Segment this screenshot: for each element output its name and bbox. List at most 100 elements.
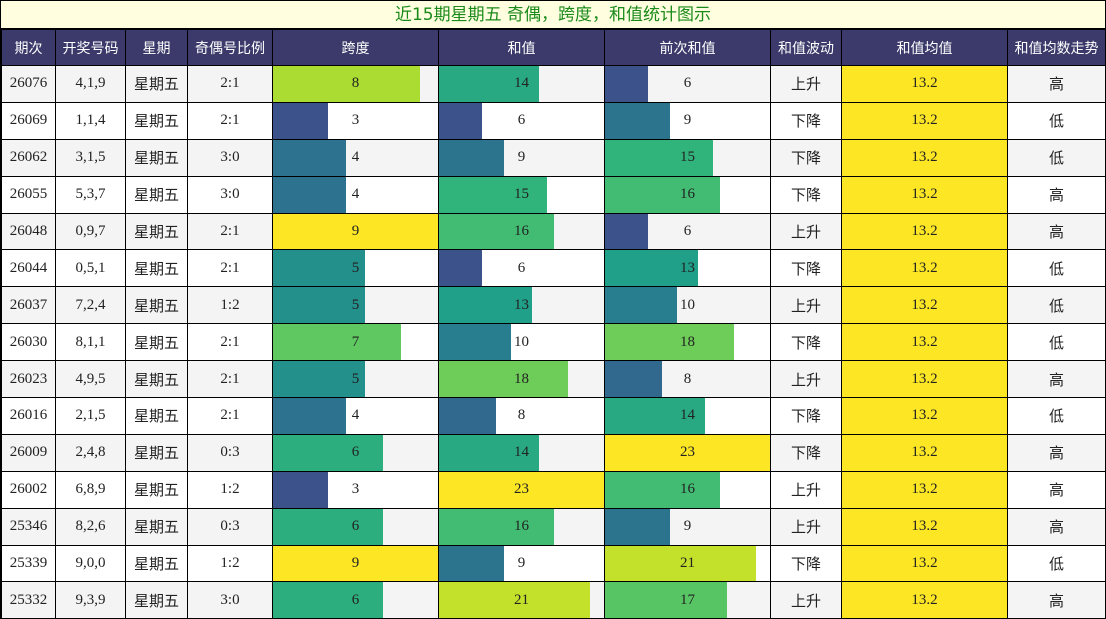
cell-prev-sum: 10	[604, 286, 771, 325]
cell-avg: 13.2	[841, 544, 1008, 583]
cell-ratio: 3:0	[187, 175, 273, 214]
bar-value: 3	[351, 481, 360, 498]
cell-numbers: 5,3,7	[55, 175, 126, 214]
bar-value: 21	[680, 555, 695, 572]
cell-prev-sum: 14	[604, 397, 771, 435]
cell-avg: 13.2	[841, 175, 1008, 214]
bar-value: 6	[517, 112, 526, 129]
cell-issue: 26030	[1, 323, 56, 362]
cell-wave: 下降	[770, 249, 842, 288]
cell-span: 3	[272, 470, 439, 509]
cell-numbers: 3,1,5	[55, 138, 126, 177]
bar-value: 14	[680, 407, 695, 424]
data-bar	[605, 361, 663, 398]
data-bar	[439, 361, 569, 398]
cell-sum: 14	[438, 433, 605, 472]
cell-issue: 26002	[1, 470, 56, 509]
data-bar	[439, 139, 504, 176]
cell-prev-sum: 23	[604, 433, 771, 472]
data-bar	[273, 361, 365, 398]
data-bar	[273, 139, 347, 176]
cell-wave: 上升	[770, 212, 842, 251]
bar-value: 5	[351, 296, 360, 313]
table-row: 26069 1,1,4 星期五 2:1 3 6 9 下降 13.2 低	[1, 101, 1106, 140]
data-bar	[439, 213, 554, 250]
cell-weekday: 星期五	[125, 581, 188, 619]
cell-prev-sum: 6	[604, 212, 771, 251]
table-row: 26076 4,1,9 星期五 2:1 8 14 6 上升 13.2 高	[1, 65, 1106, 103]
cell-avg: 13.2	[841, 581, 1008, 619]
data-bar	[273, 471, 328, 508]
cell-wave: 上升	[770, 286, 842, 325]
bar-value: 18	[514, 370, 529, 387]
header-issue: 期次	[1, 29, 56, 66]
data-bar	[605, 508, 670, 545]
table-row: 26044 0,5,1 星期五 2:1 5 6 13 下降 13.2 低	[1, 249, 1106, 288]
bar-value: 6	[351, 444, 360, 461]
table-row: 25332 9,3,9 星期五 3:0 6 21 17 上升 13.2 高	[1, 581, 1106, 619]
cell-wave: 下降	[770, 175, 842, 214]
cell-trend: 低	[1007, 286, 1106, 325]
bar-value: 9	[683, 518, 692, 535]
cell-sum: 13	[438, 286, 605, 325]
table-row: 26048 0,9,7 星期五 2:1 9 16 6 上升 13.2 高	[1, 212, 1106, 251]
data-bar	[273, 508, 383, 545]
data-bar	[273, 398, 347, 434]
cell-avg: 13.2	[841, 249, 1008, 288]
data-bar	[605, 398, 706, 434]
cell-weekday: 星期五	[125, 175, 188, 214]
cell-numbers: 4,9,5	[55, 360, 126, 399]
cell-ratio: 2:1	[187, 360, 273, 399]
cell-trend: 低	[1007, 323, 1106, 362]
table-row: 26030 8,1,1 星期五 2:1 7 10 18 下降 13.2 低	[1, 323, 1106, 362]
bar-value: 16	[680, 186, 695, 203]
cell-span: 9	[272, 544, 439, 583]
cell-weekday: 星期五	[125, 470, 188, 509]
table-row: 26009 2,4,8 星期五 0:3 6 14 23 下降 13.2 高	[1, 433, 1106, 472]
bar-value: 17	[680, 591, 695, 608]
cell-sum: 6	[438, 249, 605, 288]
bar-value: 14	[514, 75, 529, 92]
cell-numbers: 0,5,1	[55, 249, 126, 288]
table-row: 26023 4,9,5 星期五 2:1 5 18 8 上升 13.2 高	[1, 360, 1106, 399]
table-row: 26002 6,8,9 星期五 1:2 3 23 16 上升 13.2 高	[1, 470, 1106, 509]
bar-value: 5	[351, 370, 360, 387]
cell-ratio: 3:0	[187, 138, 273, 177]
cell-wave: 上升	[770, 360, 842, 399]
bar-value: 16	[514, 223, 529, 239]
data-bar	[605, 324, 735, 361]
data-bar	[273, 582, 383, 619]
cell-span: 8	[272, 65, 439, 103]
cell-numbers: 8,1,1	[55, 323, 126, 362]
cell-ratio: 2:1	[187, 323, 273, 362]
data-bar	[273, 287, 365, 324]
data-bar	[439, 176, 547, 213]
cell-sum: 16	[438, 212, 605, 251]
data-bar	[439, 508, 554, 545]
cell-weekday: 星期五	[125, 249, 188, 288]
cell-avg: 13.2	[841, 507, 1008, 546]
data-bar	[273, 102, 328, 139]
header-numbers: 开奖号码	[55, 29, 126, 66]
cell-numbers: 2,1,5	[55, 397, 126, 435]
cell-prev-sum: 17	[604, 581, 771, 619]
cell-wave: 上升	[770, 581, 842, 619]
bar-value: 23	[514, 481, 529, 498]
data-bar	[273, 434, 383, 471]
cell-weekday: 星期五	[125, 544, 188, 583]
cell-issue: 26048	[1, 212, 56, 251]
cell-span: 4	[272, 175, 439, 214]
cell-issue: 26062	[1, 138, 56, 177]
cell-weekday: 星期五	[125, 286, 188, 325]
cell-numbers: 4,1,9	[55, 65, 126, 103]
cell-trend: 低	[1007, 101, 1106, 140]
data-bar	[439, 582, 590, 619]
data-bar	[439, 434, 540, 471]
bar-value: 4	[351, 407, 360, 424]
cell-wave: 上升	[770, 65, 842, 103]
bar-value: 7	[351, 333, 360, 350]
data-bar	[273, 545, 438, 582]
cell-issue: 25346	[1, 507, 56, 546]
data-bar	[439, 398, 497, 434]
